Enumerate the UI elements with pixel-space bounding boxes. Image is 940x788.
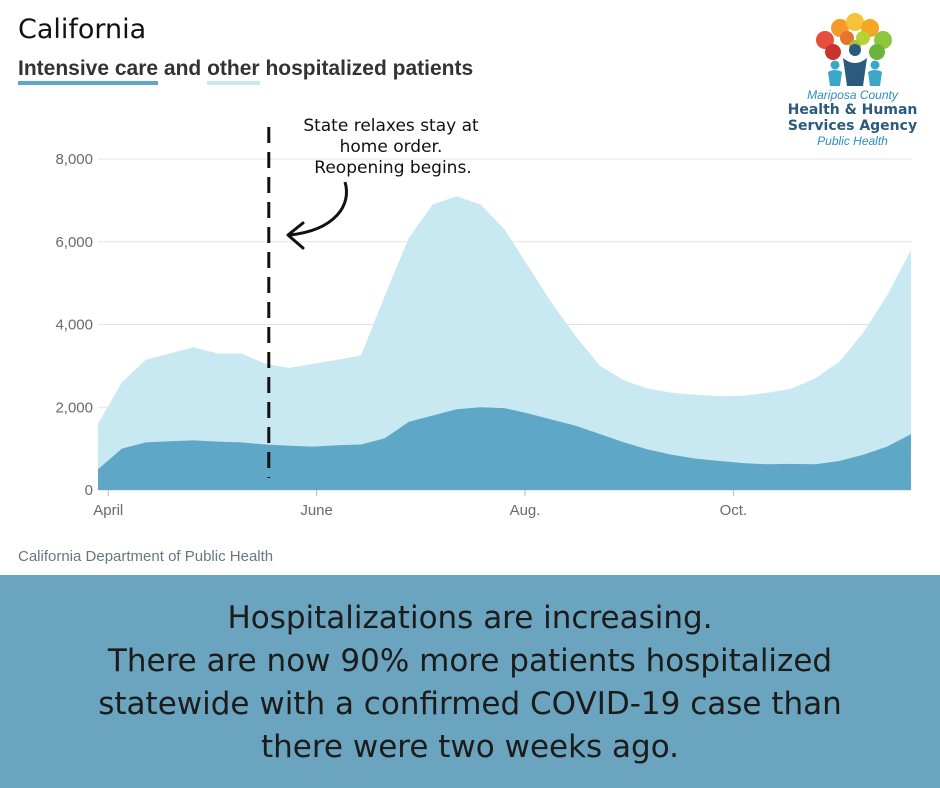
banner-line-2: There are now 90% more patients hospital… [107,643,833,679]
x-tick-label: Aug. [510,502,541,519]
tree-people-icon [816,13,892,86]
y-tick-label: 6,000 [55,234,93,251]
chart-subtitle: Intensive care and other hospitalized pa… [18,57,474,85]
message-banner: Hospitalizations are increasing. There a… [0,575,940,788]
annotation-line-1: State relaxes stay at [303,116,479,136]
banner-line-3: statewide with a confirmed COVID-19 case… [98,686,842,722]
logo-agency-line-2: Services Agency [787,118,918,134]
x-tick-label: Oct. [720,502,748,519]
chart-region: California Intensive care and other hosp… [18,10,920,565]
area-intensive-care [98,407,911,490]
arrow-head-icon [286,221,305,250]
reopening-annotation: State relaxes stay at home order. Reopen… [267,116,479,478]
banner-line-4: there were two weeks ago. [260,729,679,765]
annotation-arrow [289,181,348,237]
subtitle-suffix: hospitalized patients [259,57,474,80]
area-series [98,196,911,490]
area-total-hospitalized [98,196,911,490]
y-tick-label: 8,000 [55,151,93,168]
annotation-line-2: home order. [340,137,443,157]
y-axis-ticks: 0 2,000 4,000 6,000 8,000 [55,151,93,499]
annotation-line-3: Reopening begins. [314,158,471,178]
legend-intensive-care: Intensive care [18,57,159,85]
subtitle-connector: and [158,57,208,80]
source-note: California Department of Public Health [18,548,274,565]
legend-other: other [207,57,260,85]
x-tick-label: April [93,502,123,519]
mariposa-county-logo: Mariposa County Health & Human Services … [785,10,920,150]
logo-county: Mariposa County [807,88,898,102]
y-tick-label: 4,000 [55,317,93,334]
y-tick-label: 2,000 [55,399,93,416]
logo-agency-line-1: Health & Human [787,102,918,118]
banner-line-1: Hospitalizations are increasing. [227,600,713,636]
x-axis-ticks: April June Aug. Oct. [93,490,747,519]
x-tick-label: June [300,502,333,519]
chart-title: California [18,14,147,45]
y-tick-label: 0 [85,482,93,499]
banner-message: Hospitalizations are increasing. There a… [20,597,920,769]
logo-division: Public Health [817,134,888,148]
